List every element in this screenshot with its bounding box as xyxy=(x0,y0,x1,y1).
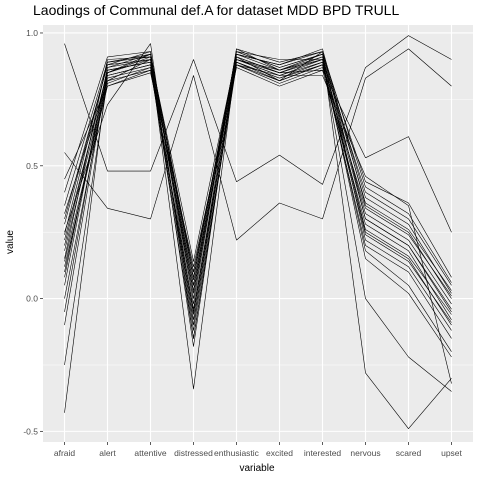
y-tick-label: 0.0 xyxy=(26,294,38,304)
series-line xyxy=(64,51,452,310)
x-tick-label: upset xyxy=(441,448,462,458)
x-axis: afraid alert attentive distressed enthusiast… xyxy=(54,442,463,458)
x-tick-label: afraid xyxy=(54,448,76,458)
series-line xyxy=(64,48,452,241)
series-line xyxy=(64,67,452,320)
series-line xyxy=(64,61,452,331)
x-tick-label: enthusiastic xyxy=(214,448,260,458)
x-axis-title: variable xyxy=(239,463,274,474)
y-axis: -0.5 0.0 0.5 1.0 xyxy=(23,28,43,436)
x-tick-label: attentive xyxy=(134,448,166,458)
series-line xyxy=(64,53,452,291)
series-line xyxy=(64,43,452,339)
major-gridlines xyxy=(43,25,473,442)
series-lines xyxy=(64,35,452,430)
chart-title: Laodings of Communal def.A for dataset M… xyxy=(33,2,399,18)
x-tick-label: interested xyxy=(304,448,342,458)
x-tick-label: nervous xyxy=(350,448,380,458)
series-line xyxy=(64,64,452,339)
x-tick-label: excited xyxy=(266,448,293,458)
x-tick-label: scared xyxy=(396,448,422,458)
y-tick-label: 1.0 xyxy=(26,28,38,38)
series-line xyxy=(64,35,452,185)
series-line xyxy=(64,48,452,305)
x-tick-label: alert xyxy=(99,448,116,458)
y-tick-label: 0.5 xyxy=(26,161,38,171)
series-line xyxy=(64,56,452,358)
y-tick-label: -0.5 xyxy=(23,426,38,436)
minor-gridlines xyxy=(43,99,473,366)
y-axis-title: value xyxy=(5,230,16,254)
x-tick-label: distressed xyxy=(174,448,213,458)
series-line xyxy=(64,61,452,323)
